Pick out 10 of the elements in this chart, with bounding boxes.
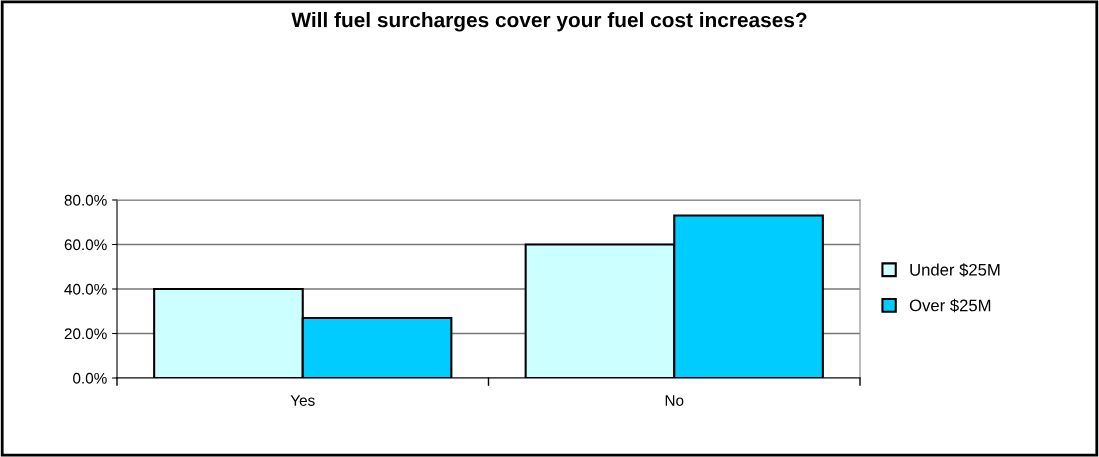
legend-label: Under $25M	[910, 263, 1000, 277]
x-tick-label: Yes	[290, 395, 315, 406]
y-tick-label: 80.0%	[64, 194, 107, 206]
y-tick-label: 60.0%	[64, 239, 107, 251]
y-tick-label: 40.0%	[64, 283, 107, 295]
chart-title: Will fuel surcharges cover your fuel cost increases?	[291, 12, 807, 32]
y-tick-label: 20.0%	[64, 328, 107, 340]
y-tick-label: 0.0%	[73, 372, 107, 384]
legend-label: Over $25M	[909, 298, 991, 313]
x-tick-label: No	[665, 395, 684, 406]
